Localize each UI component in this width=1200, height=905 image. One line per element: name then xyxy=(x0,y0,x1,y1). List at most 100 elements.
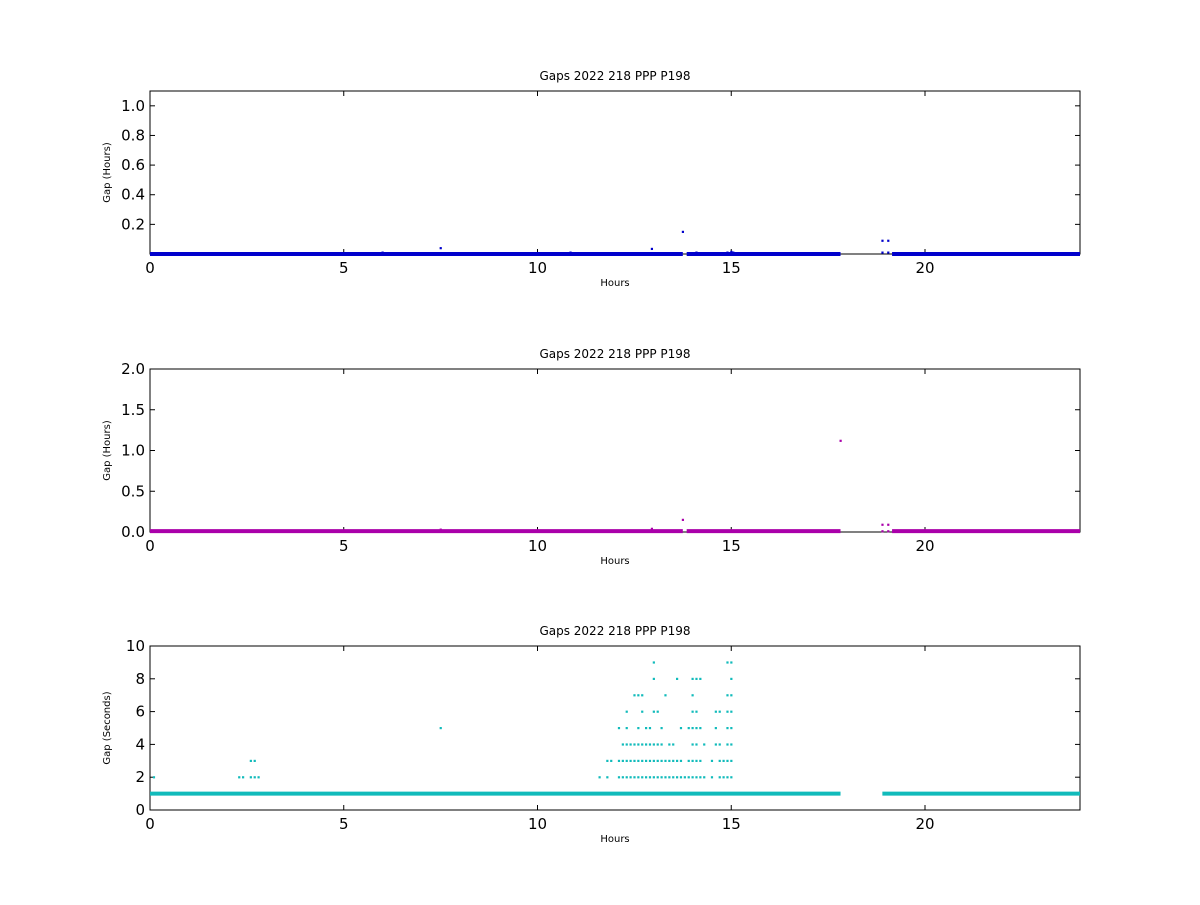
data-point xyxy=(439,727,442,730)
data-point xyxy=(656,743,659,746)
y-tick-label: 4 xyxy=(135,735,145,753)
data-point xyxy=(714,743,717,746)
x-tick-label: 20 xyxy=(915,259,934,277)
data-point xyxy=(652,710,655,713)
data-point xyxy=(691,759,694,762)
x-tick-label: 15 xyxy=(722,259,741,277)
x-axis-label: Hours xyxy=(600,834,629,845)
x-tick-label: 5 xyxy=(339,815,349,833)
data-point xyxy=(633,776,636,779)
data-point xyxy=(637,743,640,746)
data-point xyxy=(648,727,652,730)
data-point xyxy=(629,743,632,746)
data-point xyxy=(668,776,671,779)
chart-title: Gaps 2022 218 PPP P198 xyxy=(539,69,690,83)
y-tick-label: 1.5 xyxy=(121,401,145,419)
data-point xyxy=(381,251,384,254)
data-point xyxy=(664,694,667,697)
data-point xyxy=(687,776,690,779)
y-tick-label: 2.0 xyxy=(121,360,145,378)
x-tick-label: 10 xyxy=(528,537,547,555)
x-axis-label: Hours xyxy=(600,556,629,567)
data-point xyxy=(695,759,698,762)
subplot-1: Gaps 2022 218 PPP P198 Hours Gap (Hours) 0 5… xyxy=(102,69,1081,289)
y-tick-label: 0.4 xyxy=(121,186,145,204)
data-point xyxy=(839,439,842,442)
data-point xyxy=(633,694,636,697)
data-point xyxy=(641,710,644,713)
data-point xyxy=(695,251,698,254)
data-point xyxy=(606,776,609,779)
data-point xyxy=(730,743,733,746)
y-axis-label: Gap (Hours) xyxy=(102,142,113,203)
data-point xyxy=(645,727,648,730)
x-tick-label: 0 xyxy=(145,815,155,833)
data-point xyxy=(881,239,884,242)
data-point xyxy=(648,776,652,779)
data-point xyxy=(617,759,621,762)
y-tick-label: 1.0 xyxy=(121,442,145,460)
data-point xyxy=(710,776,714,779)
data-point xyxy=(726,776,729,779)
data-point xyxy=(668,743,671,746)
data-point xyxy=(732,251,735,254)
data-point xyxy=(625,743,628,746)
data-point xyxy=(887,251,890,254)
data-point xyxy=(691,727,694,730)
chart-title: Gaps 2022 218 PPP P198 xyxy=(539,347,690,361)
x-tick-label: 15 xyxy=(722,537,741,555)
y-axis-label: Gap (Seconds) xyxy=(102,691,113,764)
data-point xyxy=(625,727,628,730)
data-point xyxy=(695,677,698,680)
y-tick-label: 1.0 xyxy=(121,97,145,115)
data-point xyxy=(253,776,256,779)
y-tick-label: 0.5 xyxy=(121,482,145,500)
data-point xyxy=(621,776,624,779)
y-tick-label: 10 xyxy=(126,637,145,655)
data-point xyxy=(625,776,628,779)
data-point xyxy=(625,710,628,713)
data-point xyxy=(633,759,636,762)
data-point xyxy=(681,518,685,521)
data-point xyxy=(598,776,601,779)
data-point xyxy=(249,759,252,762)
data-point xyxy=(645,776,648,779)
data-point xyxy=(664,776,667,779)
data-point xyxy=(726,727,729,730)
data-point xyxy=(730,759,733,762)
data-point xyxy=(641,743,644,746)
data-point xyxy=(617,776,621,779)
axes-frame xyxy=(149,90,1081,255)
data-point xyxy=(691,694,694,697)
x-tick-label: 10 xyxy=(528,815,547,833)
data-point xyxy=(714,710,717,713)
data-point xyxy=(881,523,884,526)
data-point xyxy=(439,247,442,250)
data-point xyxy=(610,759,613,762)
data-point xyxy=(691,677,694,680)
data-point xyxy=(257,776,260,779)
data-point xyxy=(730,710,733,713)
data-point xyxy=(672,743,675,746)
data-point xyxy=(714,727,717,730)
data-point xyxy=(887,239,890,242)
data-point xyxy=(439,528,442,531)
data-point xyxy=(650,247,654,251)
chart-title: Gaps 2022 218 PPP P198 xyxy=(539,624,690,638)
data-point xyxy=(650,527,654,530)
data-point xyxy=(633,743,636,746)
data-point xyxy=(722,776,725,779)
axes-frame xyxy=(149,368,1081,533)
data-point xyxy=(695,776,698,779)
data-point xyxy=(652,677,655,680)
data-point xyxy=(730,661,733,664)
data-point xyxy=(699,727,702,730)
data-point xyxy=(887,530,890,533)
data-point xyxy=(699,677,702,680)
data-point xyxy=(660,776,663,779)
data-point xyxy=(730,776,733,779)
data-point xyxy=(722,759,725,762)
data-point xyxy=(637,727,640,730)
data-point xyxy=(887,523,890,526)
